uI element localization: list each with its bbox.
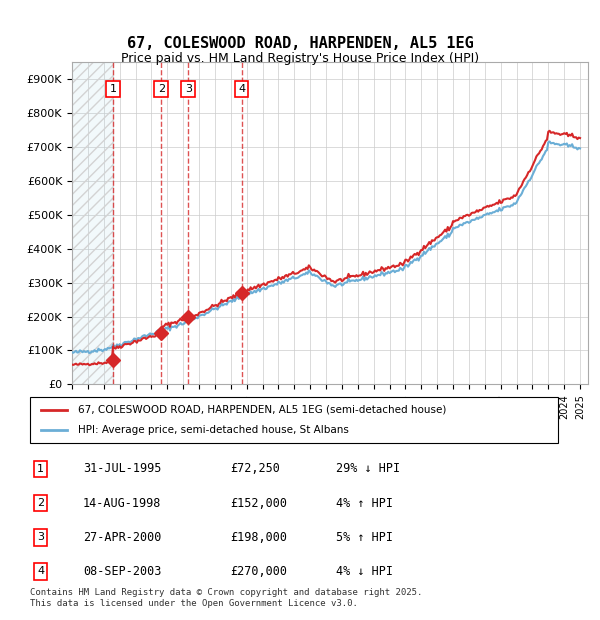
Text: £152,000: £152,000 (230, 497, 287, 510)
Text: 2: 2 (158, 84, 165, 94)
Text: 4% ↑ HPI: 4% ↑ HPI (336, 497, 393, 510)
Text: £270,000: £270,000 (230, 565, 287, 578)
Text: 3: 3 (37, 532, 44, 542)
Text: £198,000: £198,000 (230, 531, 287, 544)
Text: 27-APR-2000: 27-APR-2000 (83, 531, 161, 544)
Text: 4: 4 (238, 84, 245, 94)
Text: 4: 4 (37, 566, 44, 576)
Text: 67, COLESWOOD ROAD, HARPENDEN, AL5 1EG (semi-detached house): 67, COLESWOOD ROAD, HARPENDEN, AL5 1EG (… (77, 405, 446, 415)
Text: 3: 3 (185, 84, 192, 94)
Text: 2: 2 (37, 498, 44, 508)
Text: 29% ↓ HPI: 29% ↓ HPI (336, 463, 400, 476)
Bar (72, 62, 113, 384)
Text: 1: 1 (109, 84, 116, 94)
Text: 4% ↓ HPI: 4% ↓ HPI (336, 565, 393, 578)
Text: HPI: Average price, semi-detached house, St Albans: HPI: Average price, semi-detached house,… (77, 425, 349, 435)
Text: 08-SEP-2003: 08-SEP-2003 (83, 565, 161, 578)
Text: 5% ↑ HPI: 5% ↑ HPI (336, 531, 393, 544)
Bar (72, 62, 113, 384)
FancyBboxPatch shape (30, 397, 558, 443)
Text: 14-AUG-1998: 14-AUG-1998 (83, 497, 161, 510)
Text: 1: 1 (37, 464, 44, 474)
Text: £72,250: £72,250 (230, 463, 281, 476)
Text: Price paid vs. HM Land Registry's House Price Index (HPI): Price paid vs. HM Land Registry's House … (121, 53, 479, 65)
Text: Contains HM Land Registry data © Crown copyright and database right 2025.
This d: Contains HM Land Registry data © Crown c… (30, 588, 422, 608)
Text: 67, COLESWOOD ROAD, HARPENDEN, AL5 1EG: 67, COLESWOOD ROAD, HARPENDEN, AL5 1EG (127, 36, 473, 51)
Text: 31-JUL-1995: 31-JUL-1995 (83, 463, 161, 476)
